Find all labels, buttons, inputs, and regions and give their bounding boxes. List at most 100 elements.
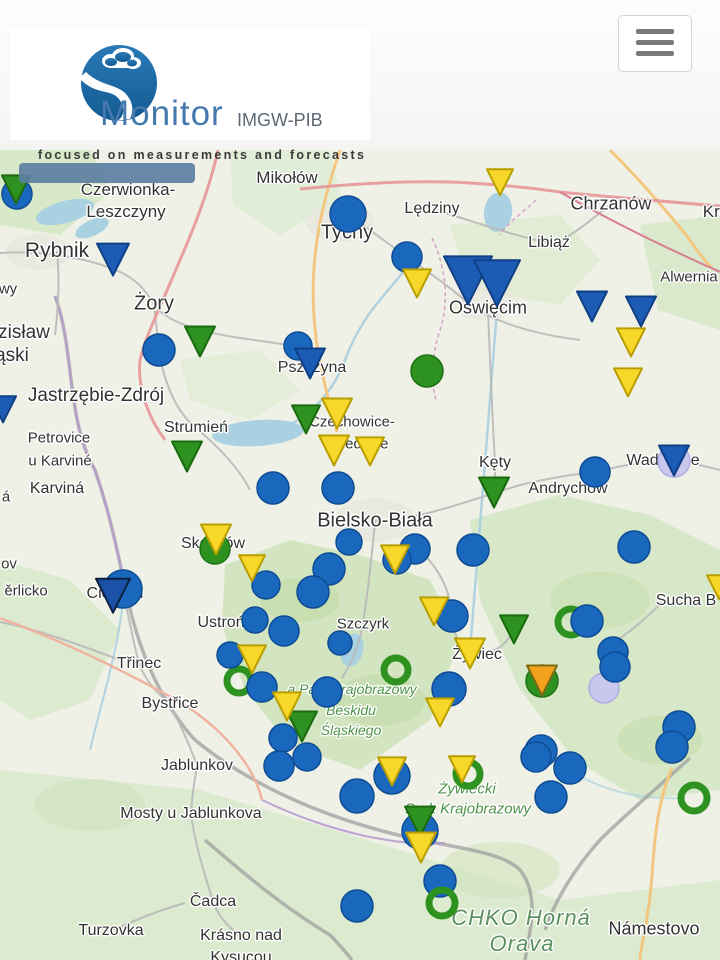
marker-tri-blue[interactable]	[294, 347, 326, 380]
marker-tri-yellow[interactable]	[616, 327, 646, 358]
marker-tri-yellow[interactable]	[237, 644, 267, 675]
map-label: Krásno nad	[200, 927, 282, 944]
logo-title: Monitor	[100, 94, 224, 133]
marker-tri-orange[interactable]	[526, 664, 558, 697]
marker-circle-blue[interactable]	[579, 456, 611, 488]
marker-tri-blue[interactable]	[576, 290, 608, 323]
marker-tri-yellow[interactable]	[272, 691, 302, 722]
marker-tri-yellow[interactable]	[377, 756, 407, 787]
marker-ring-green[interactable]	[380, 654, 412, 686]
map-label: u Karviné	[28, 452, 92, 470]
marker-circle-blue[interactable]	[520, 741, 552, 773]
map-label: Alwernia	[660, 268, 718, 286]
marker-ring-green[interactable]	[677, 781, 711, 815]
marker-tri-yellow[interactable]	[355, 436, 385, 467]
map-label: Śląskiego	[320, 722, 382, 738]
map-label: Kysucou	[210, 949, 272, 960]
marker-circle-blue[interactable]	[340, 889, 374, 923]
marker-circle-blue[interactable]	[312, 552, 346, 586]
marker-tri-yellow[interactable]	[425, 697, 455, 728]
marker-circle-blue[interactable]	[553, 751, 587, 785]
marker-circle-blue[interactable]	[617, 530, 651, 564]
map-label: Orava	[489, 931, 555, 956]
marker-tri-navy[interactable]	[95, 577, 131, 614]
marker-tri-green[interactable]	[171, 440, 203, 473]
logo-suffix: IMGW-PIB	[237, 110, 323, 130]
marker-tri-yellow[interactable]	[486, 168, 514, 197]
map-label: Mosty u Jablunkova	[120, 805, 262, 822]
marker-tri-green[interactable]	[291, 404, 321, 435]
map-label: CHKO Horná	[451, 905, 591, 930]
marker-tri-yellow[interactable]	[238, 554, 266, 583]
marker-circle-blue[interactable]	[246, 671, 278, 703]
map-label: Ustroń	[197, 614, 245, 631]
marker-circle-blue[interactable]	[321, 471, 355, 505]
marker-tri-yellow[interactable]	[200, 523, 232, 556]
map-label: Kra	[702, 202, 720, 221]
marker-tri-yellow[interactable]	[706, 574, 720, 601]
marker-tri-green[interactable]	[184, 325, 216, 358]
marker-circle-blue[interactable]	[311, 676, 343, 708]
marker-tri-yellow[interactable]	[419, 596, 449, 627]
logo-tagline: focused on measurements and forecasts	[38, 148, 367, 162]
map-container[interactable]: MikołówCzerwionka-LeszczynyTychyLędzinyC…	[0, 150, 720, 960]
marker-circle-blue[interactable]	[599, 651, 631, 683]
marker-tri-yellow[interactable]	[448, 755, 476, 784]
marker-circle-blue[interactable]	[335, 528, 363, 556]
marker-tri-blue[interactable]	[658, 444, 690, 477]
map-label: Czerwionka-	[80, 180, 176, 199]
marker-circle-blue[interactable]	[339, 778, 375, 814]
map-label: Szczyrk	[336, 615, 390, 633]
app-logo-icon	[74, 36, 164, 129]
map-tiles	[0, 150, 720, 960]
map-label: Jastrzębie-Zdrój	[27, 385, 165, 406]
marker-circle-blue[interactable]	[534, 780, 568, 814]
marker-circle-blue[interactable]	[292, 742, 322, 772]
marker-tri-yellow[interactable]	[613, 367, 643, 398]
marker-circle-blue[interactable]	[327, 630, 353, 656]
marker-circle-green[interactable]	[410, 354, 444, 388]
marker-circle-blue[interactable]	[329, 195, 367, 233]
map-label: Jablunkov	[160, 757, 234, 774]
marker-tri-green[interactable]	[478, 476, 510, 509]
map-label: Sucha B	[655, 592, 717, 609]
map-label: zisław	[0, 322, 50, 343]
marker-tri-green[interactable]	[499, 614, 529, 645]
marker-circle-blue[interactable]	[268, 615, 300, 647]
marker-tri-green[interactable]	[404, 805, 436, 838]
map-label: Mikołów	[256, 168, 318, 187]
marker-tri-blue[interactable]	[625, 295, 657, 328]
map-label: Kęty	[478, 454, 512, 471]
marker-ring-green[interactable]	[425, 886, 459, 920]
marker-circle-blue[interactable]	[296, 575, 330, 609]
map-label: Třinec	[116, 655, 162, 672]
marker-circle-blue[interactable]	[391, 241, 423, 273]
marker-tri-green[interactable]	[286, 710, 318, 743]
marker-circle-blue[interactable]	[570, 604, 604, 638]
map-label: Beskidu	[326, 702, 376, 718]
marker-tri-blue[interactable]	[473, 259, 521, 308]
map-label: Lędziny	[404, 200, 460, 217]
marker-circle-blue[interactable]	[456, 533, 490, 567]
map-label: Bystřice	[141, 695, 199, 712]
marker-circle-blue[interactable]	[256, 471, 290, 505]
marker-circle-blue[interactable]	[142, 333, 176, 367]
marker-circle-blue[interactable]	[263, 750, 295, 782]
marker-circle-blue[interactable]	[251, 570, 281, 600]
marker-circle-blue[interactable]	[655, 730, 689, 764]
marker-tri-blue[interactable]	[0, 395, 17, 424]
marker-tri-yellow[interactable]	[321, 397, 353, 430]
map-label: ąski	[0, 345, 29, 366]
map-label: Čadca	[189, 893, 237, 910]
map-label: Libiąż	[528, 234, 570, 251]
menu-button[interactable]	[618, 15, 692, 72]
app-header: Monitor IMGW-PIB focused on measurements…	[0, 0, 720, 162]
marker-tri-blue[interactable]	[96, 242, 130, 277]
marker-circle-blue[interactable]	[241, 606, 269, 634]
marker-tri-yellow[interactable]	[402, 268, 432, 299]
marker-tri-yellow[interactable]	[380, 544, 410, 575]
marker-tri-yellow[interactable]	[318, 434, 350, 467]
marker-tri-yellow[interactable]	[454, 637, 486, 670]
marker-tri-yellow[interactable]	[405, 831, 437, 864]
marker-circle-blue[interactable]	[268, 723, 298, 753]
